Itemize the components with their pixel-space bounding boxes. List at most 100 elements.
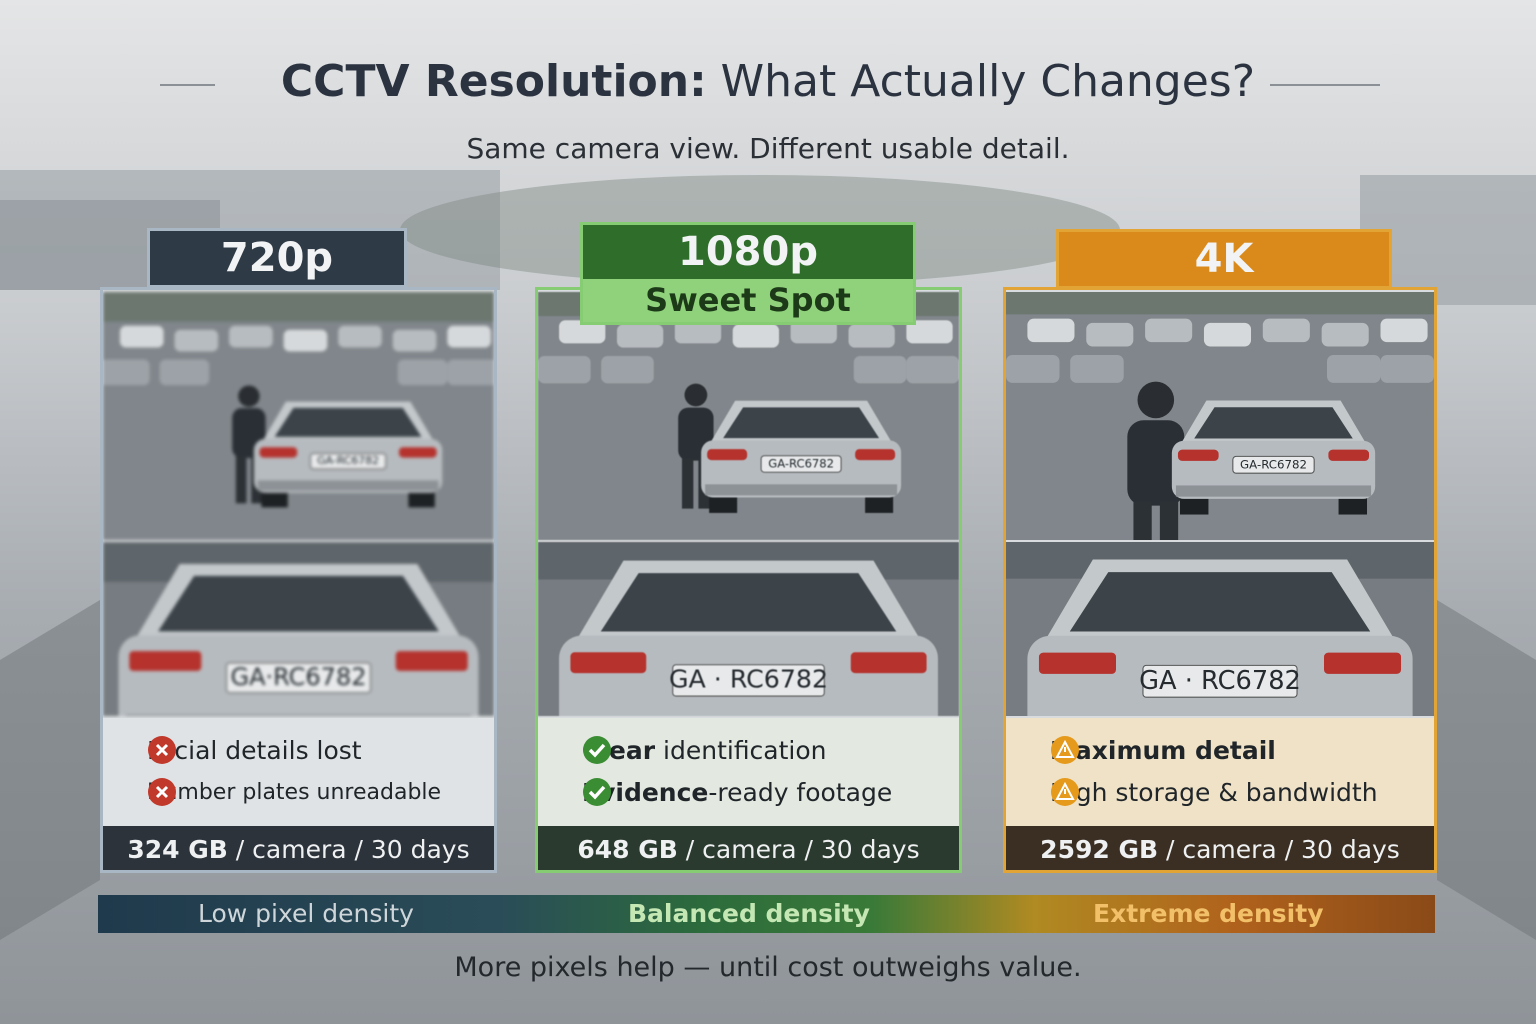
panel: GA-RC6782 GA·RC6782 Facial details lost Num… bbox=[100, 287, 497, 873]
density-label: Balanced density bbox=[628, 899, 870, 928]
tail-light bbox=[850, 652, 927, 674]
parked-car bbox=[853, 356, 907, 384]
feature: Evidence -ready footage bbox=[582, 772, 892, 812]
feature-box: Clear identification Evidence -ready foota… bbox=[538, 718, 959, 826]
feature-text: Facial details lost bbox=[147, 735, 362, 765]
feature-text: -ready footage bbox=[708, 777, 893, 807]
scene-zoom: GA · RC6782 bbox=[538, 542, 959, 716]
parked-car bbox=[397, 359, 448, 386]
parked-car bbox=[559, 320, 606, 344]
plate-text: GA-RC6782 bbox=[768, 456, 834, 470]
parked-car bbox=[1327, 355, 1381, 383]
resolution-label: 4K bbox=[1194, 236, 1254, 282]
parked-car bbox=[392, 329, 437, 352]
storage: 2592 GB / camera / 30 days bbox=[1006, 826, 1434, 870]
icon-mark bbox=[1055, 781, 1075, 800]
tail-light bbox=[395, 651, 468, 671]
feature-bold: Maximum detail bbox=[1050, 735, 1276, 765]
tail-light bbox=[1328, 449, 1370, 461]
storage: 648 GB / camera / 30 days bbox=[538, 826, 959, 870]
parked-car bbox=[616, 324, 664, 348]
parked-car bbox=[906, 356, 959, 384]
wheel bbox=[709, 495, 738, 513]
plate-text: GA·RC6782 bbox=[231, 663, 367, 691]
feature: Facial details lost bbox=[147, 730, 362, 770]
parked-car bbox=[1262, 318, 1310, 343]
parked-car bbox=[790, 320, 837, 344]
bumper bbox=[705, 484, 898, 496]
subtitle: Same camera view. Different usable detai… bbox=[466, 132, 1070, 165]
plate bbox=[760, 455, 842, 473]
title-bold: CCTV Resolution: bbox=[280, 56, 707, 107]
feature: Clear identification bbox=[582, 730, 827, 770]
tail-light bbox=[570, 652, 647, 674]
storage: 324 GB / camera / 30 days bbox=[103, 826, 494, 870]
parked-car bbox=[229, 325, 273, 348]
car-window bbox=[600, 573, 897, 632]
parked-car bbox=[1070, 355, 1124, 383]
parked-car bbox=[283, 329, 328, 352]
parked-car bbox=[447, 359, 494, 386]
wheel bbox=[261, 490, 288, 508]
parked-car bbox=[732, 324, 780, 348]
parked-car bbox=[159, 359, 210, 386]
resolution-tab: 1080p Sweet Spot bbox=[580, 222, 916, 325]
person-leg bbox=[235, 455, 247, 504]
feature-text: High storage & bandwidth bbox=[1050, 777, 1378, 807]
parked-car bbox=[1086, 322, 1134, 347]
feature-text: Number plates unreadable bbox=[147, 779, 442, 805]
tail-light bbox=[855, 449, 896, 461]
wheel bbox=[408, 490, 435, 508]
parked-car bbox=[1145, 318, 1193, 343]
feature-text: identification bbox=[655, 735, 827, 765]
feature-icon bbox=[148, 736, 176, 764]
badge: Sweet Spot bbox=[583, 279, 913, 322]
storage-text: / camera / 30 days bbox=[1158, 835, 1400, 864]
person-body bbox=[1127, 420, 1185, 506]
resolution-label: 1080p bbox=[678, 229, 818, 275]
parked-car bbox=[1203, 322, 1252, 347]
icon-bg bbox=[583, 778, 611, 806]
storage-amount: 324 GB bbox=[127, 835, 228, 864]
scene-wide: GA-RC6782 bbox=[103, 292, 494, 540]
plate bbox=[1232, 455, 1315, 474]
parked-car bbox=[1027, 318, 1075, 343]
feature-box: Facial details lost Number plates unreada… bbox=[103, 718, 494, 826]
resolution-label: 720p bbox=[220, 235, 334, 281]
icon-mark bbox=[155, 743, 169, 757]
feature: Number plates unreadable bbox=[147, 772, 441, 812]
plate bbox=[309, 452, 387, 470]
footer: More pixels help — until cost outweighs … bbox=[454, 952, 1082, 983]
icon-mark bbox=[155, 785, 169, 799]
resolution-tab: 4K bbox=[1056, 229, 1392, 289]
parked-car bbox=[538, 356, 591, 384]
car-window bbox=[158, 575, 439, 632]
feature-box: Maximum detail High storage & bandwidth bbox=[1006, 718, 1434, 826]
feature: Maximum detail bbox=[1050, 730, 1276, 770]
tail-light bbox=[259, 447, 298, 458]
feature-icon bbox=[583, 736, 611, 764]
parked-car bbox=[674, 320, 722, 344]
feature-icon bbox=[583, 778, 611, 806]
parked-car bbox=[1321, 322, 1369, 347]
plate-text: GA · RC6782 bbox=[1139, 666, 1301, 696]
parked-car bbox=[1380, 355, 1434, 383]
plate bbox=[672, 664, 825, 697]
tree-line bbox=[103, 292, 494, 322]
feature: High storage & bandwidth bbox=[1050, 772, 1378, 812]
storage-text: / camera / 30 days bbox=[677, 835, 920, 864]
parked-car bbox=[1006, 355, 1060, 383]
person-leg bbox=[681, 458, 694, 509]
parked-car bbox=[601, 356, 654, 384]
feature-icon bbox=[1051, 778, 1079, 806]
wheel bbox=[1338, 496, 1368, 515]
tail-light bbox=[707, 449, 748, 461]
plate-text: GA · RC6782 bbox=[669, 664, 828, 693]
title-rest: What Actually Changes? bbox=[706, 56, 1256, 107]
title: CCTV Resolution: What Actually Changes? bbox=[0, 56, 1536, 107]
title-rule bbox=[1270, 84, 1380, 86]
plate-text: GA-RC6782 bbox=[1240, 457, 1307, 471]
plate bbox=[226, 662, 371, 694]
wheel bbox=[1179, 496, 1209, 515]
person-head bbox=[684, 383, 708, 407]
